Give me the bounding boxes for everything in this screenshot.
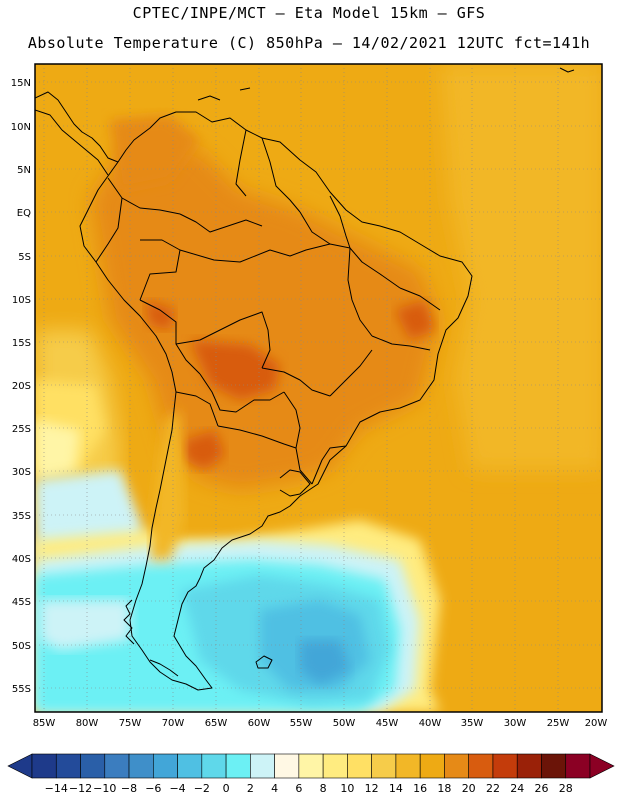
colorbar-segment (298, 753, 324, 779)
colorbar-segment (347, 753, 372, 779)
lat-label: 55S (12, 684, 31, 695)
lon-label: 70W (162, 718, 185, 729)
lat-label: 35S (12, 511, 31, 522)
colorbar-segment (250, 753, 275, 779)
longitude-labels: 85W 80W 75W 70W 65W 60W 55W 50W 45W 40W … (33, 718, 608, 729)
colorbar-label: 6 (295, 782, 302, 795)
map-title-line2: Absolute Temperature (C) 850hPa – 14/02/… (27, 34, 591, 52)
colorbar-segment (492, 753, 518, 779)
colorbar-segment (274, 753, 300, 779)
latitude-labels: 15N 10N 5N EQ 5S 10S 15S 20S 25S 30S 35S… (11, 78, 31, 695)
lat-label: 45S (12, 597, 31, 608)
coastlines-and-borders (35, 67, 575, 691)
colorbar-segment (55, 753, 81, 779)
lat-label: 5S (18, 252, 31, 263)
colorbar-label: 22 (486, 782, 500, 795)
lon-label: 85W (33, 718, 56, 729)
colorbar-label: 14 (389, 782, 403, 795)
colorbar-label: 18 (437, 782, 451, 795)
colorbar-label: 4 (271, 782, 278, 795)
temperature-field (35, 64, 602, 712)
colorbar-label: −8 (121, 782, 137, 795)
colorbar-segment (177, 753, 203, 779)
lon-label: 65W (205, 718, 228, 729)
lat-label: 15N (11, 78, 31, 89)
lon-label: 40W (419, 718, 442, 729)
lon-label: 55W (290, 718, 313, 729)
colorbar-label: −4 (169, 782, 185, 795)
colorbar-segment (225, 753, 251, 779)
lat-label: 10N (11, 122, 31, 133)
lat-label: 40S (12, 554, 31, 565)
colorbar-label: −14 (45, 782, 68, 795)
colorbar-label: −12 (69, 782, 92, 795)
colorbar-label: −10 (93, 782, 116, 795)
colorbar-segment (371, 753, 397, 779)
colorbar-label: 10 (340, 782, 354, 795)
lon-label: 75W (119, 718, 142, 729)
lon-label: 35W (461, 718, 484, 729)
lat-label: 15S (12, 338, 31, 349)
colorbar-segment (31, 753, 57, 779)
lat-label: 30S (12, 467, 31, 478)
lon-label: 80W (76, 718, 99, 729)
lon-label: 50W (333, 718, 356, 729)
colorbar-segment (541, 753, 567, 779)
colorbar-label: 2 (247, 782, 254, 795)
colorbar-label: 26 (534, 782, 548, 795)
colorbar-label: −6 (145, 782, 161, 795)
map-title-line1: CPTEC/INPE/MCT – Eta Model 15km – GFS (132, 4, 486, 22)
lon-label: 20W (585, 718, 608, 729)
lat-label: EQ (17, 208, 31, 219)
colorbar-segment (153, 753, 178, 779)
lon-label: 45W (376, 718, 399, 729)
colorbar-label: 16 (413, 782, 427, 795)
colorbar-segment (80, 753, 106, 779)
lat-label: 5N (17, 165, 31, 176)
colorbar-segment (516, 753, 542, 779)
colorbar-label: 28 (559, 782, 573, 795)
lon-label: 60W (248, 718, 271, 729)
colorbar-segment (419, 753, 445, 779)
colorbar-label: 8 (320, 782, 327, 795)
map-frame (34, 63, 603, 713)
colorbar-segment (565, 753, 591, 779)
lat-label: 25S (12, 424, 31, 435)
lon-label: 30W (504, 718, 527, 729)
colorbar-label: 20 (462, 782, 476, 795)
colorbar-label: 24 (510, 782, 524, 795)
colorbar: −14 −12 −10 −8 −6 −4 −2 0 2 4 6 8 10 12 14 16 18 20 22 24 26… (7, 753, 615, 795)
colorbar-label: −2 (194, 782, 210, 795)
colorbar-segment (322, 753, 348, 779)
colorbar-segment (444, 753, 469, 779)
lon-label: 25W (547, 718, 570, 729)
lat-label: 50S (12, 641, 31, 652)
colorbar-segment (468, 753, 494, 779)
colorbar-segment (128, 753, 154, 779)
colorbar-label: 12 (365, 782, 379, 795)
colorbar-arrow-right (589, 753, 615, 779)
graticule (35, 64, 602, 712)
colorbar-segment (395, 753, 421, 779)
colorbar-label: 0 (223, 782, 230, 795)
colorbar-arrow-left (7, 753, 33, 779)
lat-label: 20S (12, 381, 31, 392)
colorbar-segment (104, 753, 130, 779)
colorbar-segment (201, 753, 227, 779)
lat-label: 10S (12, 295, 31, 306)
